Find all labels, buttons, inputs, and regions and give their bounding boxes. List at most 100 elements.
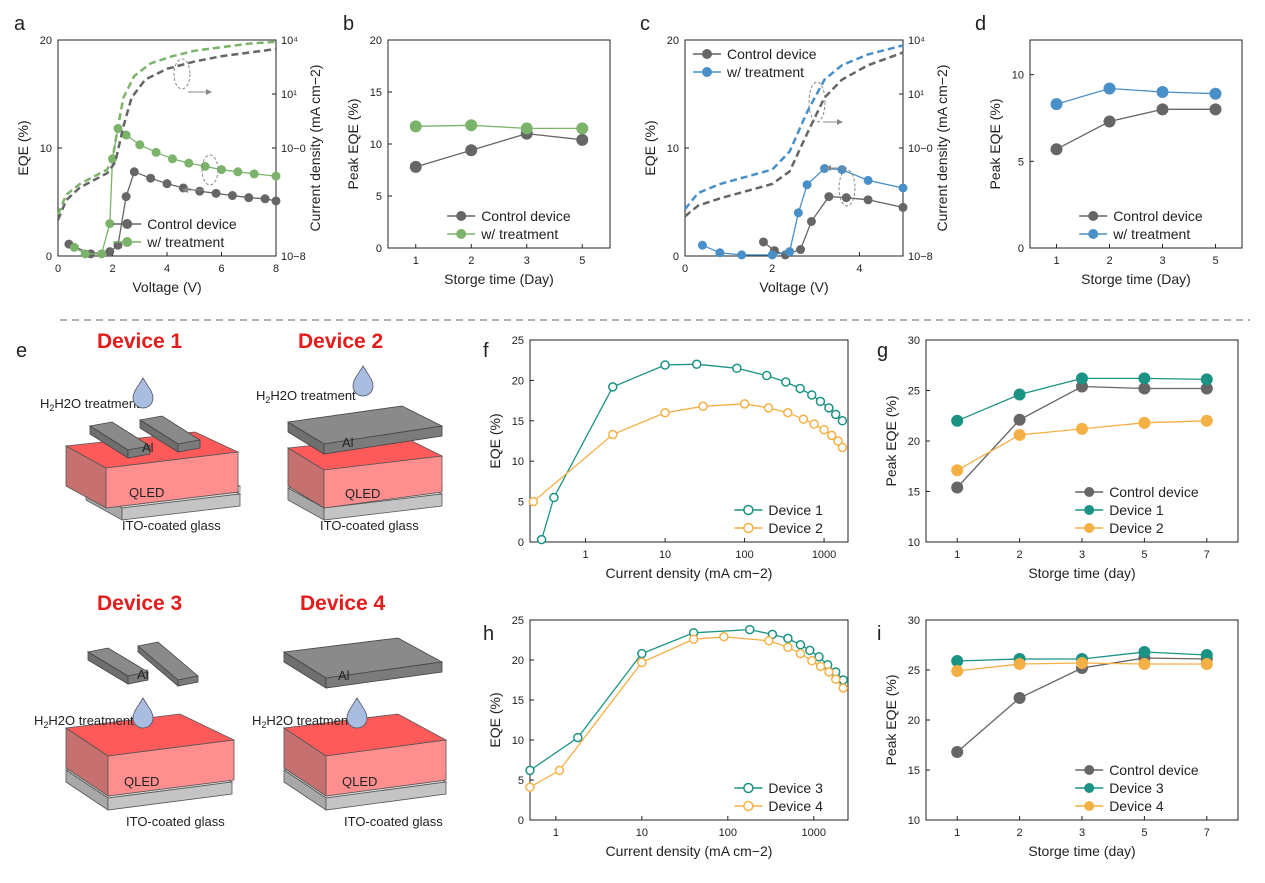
data-point [732,363,742,374]
x-tick-label: 2 [1017,549,1023,561]
data-point [793,208,803,218]
y-axis-title: Peak EQE (%) [987,98,1003,189]
data-point [819,424,829,435]
data-point [200,161,210,171]
data-point [465,144,478,157]
legend-marker [1084,783,1095,793]
device-1-substrate-label: ITO-coated glass [122,518,221,533]
data-point [758,237,768,247]
data-point [1138,382,1151,395]
y-tick-label: 20 [40,35,52,47]
data-point [1138,372,1151,385]
water-drop-icon [352,365,374,397]
data-point [951,481,964,494]
legend-marker [1084,801,1095,811]
y-tick-label: 15 [370,87,382,99]
chart-f: 0 5 10 15 20 25 1 10 100 1000 Current density (mA … [487,335,849,581]
legend-marker [702,67,712,77]
data-point [795,383,805,394]
y-tick-label: 5 [518,775,524,787]
chart-h: 0 5 10 15 20 25 1 10 100 1000 Current density (mA … [487,615,849,859]
data-point [697,240,707,250]
legend-marker [1088,229,1099,239]
y2-tick-label: 10⁴ [281,35,298,47]
data-point [806,216,816,226]
data-point [1138,658,1151,670]
x-axis-title: Voltage (V) [132,279,201,295]
device-3-title: Device 3 [97,592,182,615]
device-1-title: Device 1 [97,330,183,353]
data-point [1013,692,1026,704]
data-point [951,414,964,427]
series-line [1056,87,1216,105]
x-tick-label: 5 [1212,255,1218,267]
y-tick-label: 10 [1012,70,1024,82]
data-point [781,377,791,387]
plot-frame [529,339,849,543]
data-point [660,407,670,418]
legend-marker [122,219,133,229]
y-tick-label: 15 [908,765,920,777]
data-point [217,165,226,175]
device-2-treatment-label: H2H2O treatment [256,388,356,405]
legend-label: Device 1 [1109,502,1164,518]
data-point [146,173,156,183]
data-point [1200,414,1213,427]
y-tick-label: 20 [512,375,524,387]
x-tick-label: 2 [109,263,115,275]
data-point [1013,413,1026,426]
y-axis-title: EQE (%) [487,413,503,468]
data-point [167,154,177,164]
legend-label: Device 3 [768,780,823,796]
y-axis-title: EQE (%) [15,120,31,175]
y-tick-label: 10 [512,456,524,468]
legend-label: Device 1 [768,502,823,518]
legend-label: Control device [1113,208,1203,224]
y-axis-title: Peak EQE (%) [345,98,361,189]
data-point [244,193,254,203]
data-point [783,642,793,652]
device-3-schematic: Device 3 QLED Al H2H2O treatment ITO-coa… [34,592,236,829]
y-tick-label: 5 [376,191,382,203]
data-point [573,732,583,743]
panel-letter-d: d [975,13,986,35]
x-tick-label: 0 [682,263,688,275]
data-point [830,409,841,420]
data-point [951,464,964,477]
chart-d: 0 5 10 1 2 3 5 Storge time (Day) Peak EQE (%) Con… [987,39,1243,287]
data-point [807,656,817,666]
series-line [684,44,904,210]
data-point [827,430,837,441]
legend-label: Control device [1109,484,1199,500]
data-point [764,636,774,646]
y-tick-label: 20 [908,436,920,448]
device-3-substrate-label: ITO-coated glass [126,814,225,829]
device-2-qled-label: QLED [345,486,380,501]
y2-tick-label: 10−8 [908,251,933,263]
data-point [830,674,841,684]
y-tick-label: 15 [512,695,524,707]
data-point [1200,373,1213,386]
x-tick-label: 10 [636,827,648,839]
y2-tick-label: 10−0 [908,143,933,155]
chart-g: 10 15 20 25 30 1 2 3 5 7 Storge time (day) Peak EQE… [883,335,1239,581]
data-point [1103,115,1116,128]
series-line [529,636,844,788]
data-point [837,416,848,426]
data-point [863,195,873,205]
data-point [271,196,281,206]
data-point [802,180,812,190]
chart-i: 10 15 20 25 30 1 2 3 5 7 Storge time (day) Peak EQE… [883,615,1239,859]
data-point [105,247,115,257]
y-tick-label: 20 [908,715,920,727]
data-point [576,133,589,146]
annotation-ellipse [838,169,856,207]
x-tick-label: 1000 [812,549,836,561]
data-point [162,179,172,189]
legend-marker [743,504,754,516]
data-point [951,655,964,667]
data-point [824,192,834,202]
data-point [249,169,259,179]
device-1-qled-label: QLED [129,485,164,500]
